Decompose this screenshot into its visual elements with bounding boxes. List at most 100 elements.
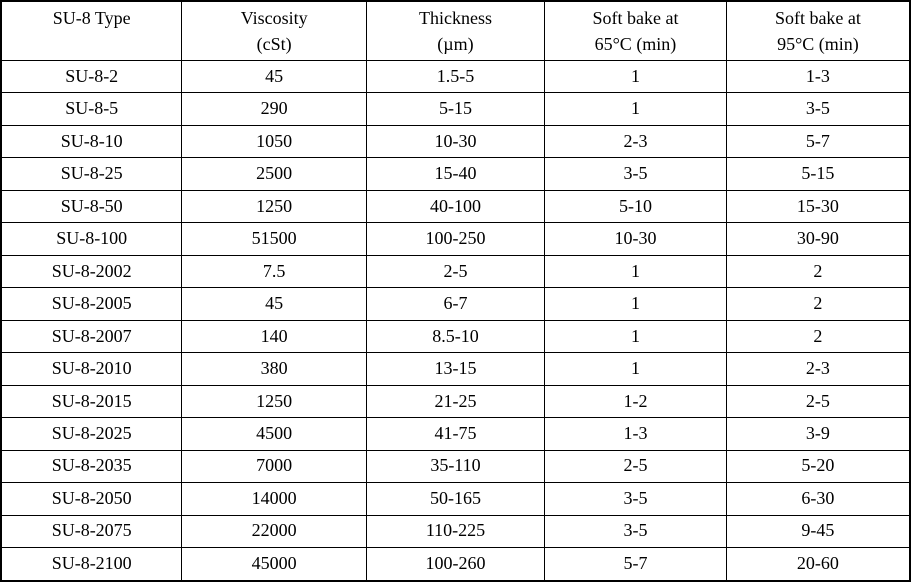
table-cell: 22000 bbox=[181, 514, 367, 549]
table-cell: 35-110 bbox=[365, 449, 546, 484]
table-cell: SU-8-2075 bbox=[0, 514, 183, 549]
header-line: Soft bake at bbox=[592, 8, 679, 28]
table-cell: 15-30 bbox=[725, 189, 911, 224]
table-cell: SU-8-2025 bbox=[0, 417, 183, 451]
table-cell: 10-30 bbox=[365, 124, 546, 159]
header-cell-viscosity: Viscosity (cSt) bbox=[181, 0, 367, 61]
header-line: (µm) bbox=[437, 34, 474, 54]
table-cell: 1 bbox=[544, 287, 727, 321]
table-row: SU-8-2025 4500 41-75 1-3 3-9 bbox=[0, 417, 911, 451]
table-cell: 5-15 bbox=[725, 157, 911, 191]
table-cell: 6-30 bbox=[725, 482, 911, 516]
table-row: SU-8-2 45 1.5-5 1 1-3 bbox=[0, 59, 911, 94]
table-cell: 41-75 bbox=[365, 417, 546, 451]
table-cell: 30-90 bbox=[725, 222, 911, 256]
table-cell: SU-8-2050 bbox=[0, 482, 183, 516]
table-cell: 2500 bbox=[181, 157, 367, 191]
table-cell: 5-7 bbox=[725, 124, 911, 159]
table-cell: 3-5 bbox=[725, 92, 911, 126]
table-cell: 1 bbox=[544, 254, 727, 289]
table-cell: 110-225 bbox=[365, 514, 546, 549]
table-cell: 45 bbox=[181, 59, 367, 94]
table-row: SU-8-2035 7000 35-110 2-5 5-20 bbox=[0, 449, 911, 484]
table-cell: SU-8-100 bbox=[0, 222, 183, 256]
table-row: SU-8-2075 22000 110-225 3-5 9-45 bbox=[0, 514, 911, 549]
table-cell: 1 bbox=[544, 92, 727, 126]
header-cell-softbake-95: Soft bake at 95°C (min) bbox=[725, 0, 911, 61]
table-cell: 5-20 bbox=[725, 449, 911, 484]
table-cell: 1 bbox=[544, 352, 727, 386]
table-cell: 1-3 bbox=[544, 417, 727, 451]
header-line: 95°C (min) bbox=[777, 34, 859, 54]
table-cell: SU-8-2035 bbox=[0, 449, 183, 484]
table-row: SU-8-2002 7.5 2-5 1 2 bbox=[0, 254, 911, 289]
table-cell: 1.5-5 bbox=[365, 59, 546, 94]
table-cell: 5-7 bbox=[544, 547, 727, 582]
table-row: SU-8-100 51500 100-250 10-30 30-90 bbox=[0, 222, 911, 256]
table-cell: 290 bbox=[181, 92, 367, 126]
table-cell: 4500 bbox=[181, 417, 367, 451]
table-cell: 7000 bbox=[181, 449, 367, 484]
table-cell: 7.5 bbox=[181, 254, 367, 289]
table-cell: 100-260 bbox=[365, 547, 546, 582]
table-cell: SU-8-10 bbox=[0, 124, 183, 159]
table-cell: 1250 bbox=[181, 384, 367, 419]
table-cell: 15-40 bbox=[365, 157, 546, 191]
table-body: SU-8-2 45 1.5-5 1 1-3 SU-8-5 290 5-15 1 3-5 SU-8-1… bbox=[0, 59, 911, 582]
table-cell: 1-2 bbox=[544, 384, 727, 419]
header-line: Viscosity bbox=[240, 8, 308, 28]
table-cell: 5-10 bbox=[544, 189, 727, 224]
table-cell: 1 bbox=[544, 319, 727, 354]
table-cell: 2-3 bbox=[725, 352, 911, 386]
table-cell: 40-100 bbox=[365, 189, 546, 224]
header-line: Thickness bbox=[418, 8, 492, 28]
table-cell: SU-8-2002 bbox=[0, 254, 183, 289]
table-row: SU-8-2005 45 6-7 1 2 bbox=[0, 287, 911, 321]
table-cell: 1050 bbox=[181, 124, 367, 159]
table-row: SU-8-2010 380 13-15 1 2-3 bbox=[0, 352, 911, 386]
table-cell: 8.5-10 bbox=[365, 319, 546, 354]
table-cell: 50-165 bbox=[365, 482, 546, 516]
table-cell: SU-8-5 bbox=[0, 92, 183, 126]
table-cell: 45000 bbox=[181, 547, 367, 582]
table-cell: 2 bbox=[725, 254, 911, 289]
table-cell: SU-8-2005 bbox=[0, 287, 183, 321]
table-row: SU-8-2050 14000 50-165 3-5 6-30 bbox=[0, 482, 911, 516]
table-cell: 380 bbox=[181, 352, 367, 386]
table-cell: 3-5 bbox=[544, 514, 727, 549]
table-row: SU-8-2100 45000 100-260 5-7 20-60 bbox=[0, 547, 911, 582]
header-cell-softbake-65: Soft bake at 65°C (min) bbox=[544, 0, 727, 61]
header-line: (cSt) bbox=[256, 34, 292, 54]
header-cell-thickness: Thickness (µm) bbox=[365, 0, 546, 61]
table-cell: 3-5 bbox=[544, 157, 727, 191]
table-cell: SU-8-2007 bbox=[0, 319, 183, 354]
header-row: SU-8 Type Viscosity (cSt) Thickness (µm)… bbox=[0, 0, 911, 61]
header-line: SU-8 Type bbox=[52, 8, 131, 28]
table-cell: 5-15 bbox=[365, 92, 546, 126]
table-row: SU-8-5 290 5-15 1 3-5 bbox=[0, 92, 911, 126]
table-row: SU-8-50 1250 40-100 5-10 15-30 bbox=[0, 189, 911, 224]
table-cell: 13-15 bbox=[365, 352, 546, 386]
table-cell: 51500 bbox=[181, 222, 367, 256]
table-cell: 21-25 bbox=[365, 384, 546, 419]
table-cell: 9-45 bbox=[725, 514, 911, 549]
table-cell: 2 bbox=[725, 319, 911, 354]
table-cell: 1-3 bbox=[725, 59, 911, 94]
table-cell: SU-8-25 bbox=[0, 157, 183, 191]
table-cell: 20-60 bbox=[725, 547, 911, 582]
table-cell: 2-3 bbox=[544, 124, 727, 159]
table-cell: 45 bbox=[181, 287, 367, 321]
table-row: SU-8-2015 1250 21-25 1-2 2-5 bbox=[0, 384, 911, 419]
table-cell: 6-7 bbox=[365, 287, 546, 321]
table-cell: 1250 bbox=[181, 189, 367, 224]
table-cell: 140 bbox=[181, 319, 367, 354]
table-cell: 2-5 bbox=[365, 254, 546, 289]
table-cell: 3-9 bbox=[725, 417, 911, 451]
table-cell: SU-8-2015 bbox=[0, 384, 183, 419]
table-cell: 10-30 bbox=[544, 222, 727, 256]
table-cell: SU-8-2010 bbox=[0, 352, 183, 386]
table-cell: 100-250 bbox=[365, 222, 546, 256]
header-line: Soft bake at bbox=[774, 8, 861, 28]
header-cell-su8-type: SU-8 Type bbox=[0, 0, 183, 61]
